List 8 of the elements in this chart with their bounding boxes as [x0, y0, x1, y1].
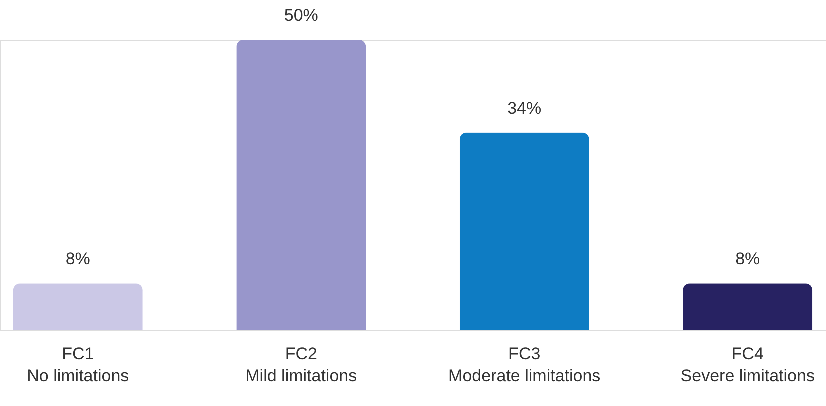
x-tick-label: FC3 Moderate limitations — [448, 344, 601, 386]
data-label: 34% — [508, 98, 542, 118]
x-tick-label: FC2 Mild limitations — [246, 344, 358, 386]
data-label: 50% — [284, 6, 318, 25]
data-label: 8% — [736, 250, 760, 269]
x-tick-label: FC1 No limitations — [27, 344, 130, 386]
x-tick-label: FC4 Severe limitations — [680, 344, 815, 386]
data-label: 8% — [66, 250, 90, 269]
